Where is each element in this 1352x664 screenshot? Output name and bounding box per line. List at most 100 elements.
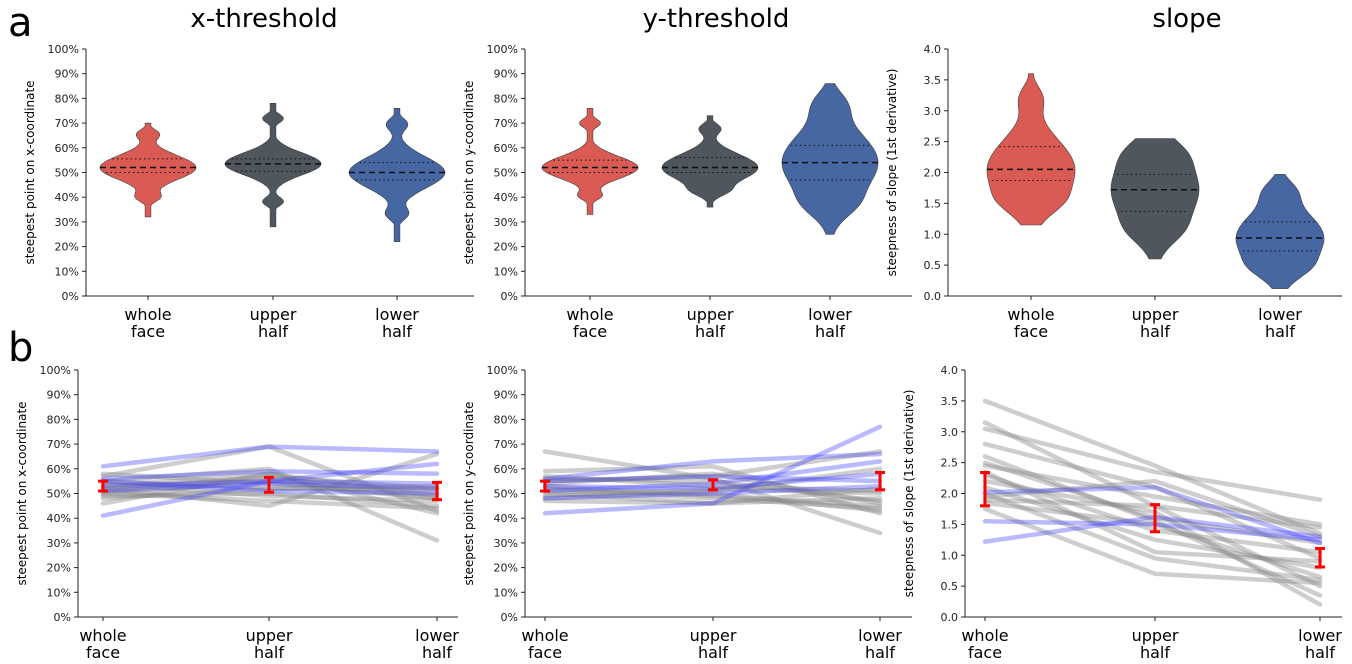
y-axis-label: steepness of slope (1st derivative) xyxy=(902,390,916,598)
x-tick-label-line: half xyxy=(258,322,288,341)
x-tick-label-line: half xyxy=(422,643,452,662)
y-tick-label: 100% xyxy=(487,364,518,377)
x-tick-label-line: upper xyxy=(687,305,734,324)
y-tick-label: 0.5 xyxy=(941,580,959,593)
violin-body xyxy=(1235,174,1325,289)
y-tick-label: 40% xyxy=(494,512,518,525)
y-tick-label: 10% xyxy=(494,265,518,278)
x-tick-label: upper half xyxy=(1132,626,1179,662)
subject-line-blue xyxy=(542,424,883,516)
x-tick-label-line: upper xyxy=(250,305,297,324)
x-tick-label-line: whole xyxy=(566,305,613,324)
y-axis-label: steepest point on y-coordinate xyxy=(462,402,476,586)
y-tick-label: 20% xyxy=(494,562,518,575)
y-tick-label: 50% xyxy=(494,488,518,501)
y-tick-label: 0% xyxy=(54,611,71,624)
subject-line-blue xyxy=(542,473,883,484)
y-axis-label: steepest point on y-coordinate xyxy=(462,81,476,265)
x-tick-label-line: half xyxy=(698,643,728,662)
x-tick-label-line: lower xyxy=(858,626,902,645)
x-tick-label: lower half xyxy=(375,305,419,341)
y-tick-label: 60% xyxy=(55,142,79,155)
subject-line-gray xyxy=(982,491,1323,583)
subject-line-gray xyxy=(542,486,883,511)
y-tick-label: 4.0 xyxy=(941,364,959,377)
subject-line-gray xyxy=(982,463,1323,527)
x-tick-label: lower half xyxy=(1258,305,1302,341)
x-tick-label: whole face xyxy=(124,305,171,341)
chart-panel-b1: 0% 10% 20% 30% 40% 50% 60% 70% 80% 90% 100% steepes… xyxy=(15,364,459,662)
y-tick-label: 90% xyxy=(47,389,71,402)
x-tick-label-line: half xyxy=(1140,322,1170,341)
y-tick-label: 3.0 xyxy=(924,105,942,118)
y-tick-label: 10% xyxy=(47,586,71,599)
y-tick-label: 30% xyxy=(47,537,71,550)
subject-line-gray xyxy=(542,496,883,506)
x-tick-label: lower half xyxy=(415,626,459,662)
y-tick-label: 3.0 xyxy=(941,426,959,439)
x-tick-label: whole face xyxy=(961,626,1008,662)
y-tick-label: 80% xyxy=(47,413,71,426)
x-tick-label: lower half xyxy=(1298,626,1342,662)
y-tick-label: 50% xyxy=(55,167,79,180)
subject-line-gray xyxy=(982,398,1323,536)
x-tick-label: upper half xyxy=(246,626,293,662)
violin-body xyxy=(781,83,879,235)
subject-line-gray xyxy=(100,466,440,543)
y-tick-label: 100% xyxy=(40,364,71,377)
x-tick-label-line: half xyxy=(1305,643,1335,662)
subject-line-gray xyxy=(982,441,1323,561)
chart-panel-a3: 0.0 0.5 1.0 1.5 2.0 2.5 3.0 3.5 4.0 steepness of … xyxy=(885,43,1342,341)
panel-label-a: a xyxy=(8,0,33,46)
y-tick-label: 0.0 xyxy=(941,611,959,624)
x-tick-label-line: face xyxy=(1014,322,1048,341)
y-tick-label: 2.5 xyxy=(924,136,942,149)
column-title-x-threshold: x-threshold xyxy=(190,4,338,34)
x-tick-label: lower half xyxy=(808,305,852,341)
subject-line-blue xyxy=(982,485,1323,546)
y-tick-label: 0.0 xyxy=(924,290,942,303)
y-tick-label: 80% xyxy=(494,92,518,105)
x-tick-label-line: half xyxy=(695,322,725,341)
y-tick-label: 2.0 xyxy=(924,167,942,180)
subject-line-gray xyxy=(982,426,1323,502)
x-tick-label-line: face xyxy=(968,643,1002,662)
subject-line-gray xyxy=(542,471,883,506)
y-tick-label: 10% xyxy=(494,586,518,599)
chart-panel-b2: 0% 10% 20% 30% 40% 50% 60% 70% 80% 90% 100% steepes… xyxy=(462,364,912,662)
x-tick-label-line: whole xyxy=(79,626,126,645)
violin-body xyxy=(1110,138,1200,260)
x-tick-label-line: face xyxy=(86,643,120,662)
y-tick-label: 90% xyxy=(494,68,518,81)
x-tick-label-line: whole xyxy=(961,626,1008,645)
chart-panel-b3: 0.0 0.5 1.0 1.5 2.0 2.5 3.0 3.5 4.0 steepness of … xyxy=(902,364,1342,662)
y-tick-label: 3.5 xyxy=(924,74,942,87)
y-tick-label: 100% xyxy=(48,43,79,56)
y-tick-label: 80% xyxy=(494,413,518,426)
y-axis-label: steepest point on x-coordinate xyxy=(15,401,29,585)
violin-body xyxy=(541,108,639,215)
y-tick-label: 60% xyxy=(494,463,518,476)
y-tick-label: 4.0 xyxy=(924,43,942,56)
subject-line-gray xyxy=(982,469,1323,564)
subject-line-gray xyxy=(100,491,440,511)
y-tick-label: 40% xyxy=(494,191,518,204)
y-tick-label: 3.5 xyxy=(941,395,959,408)
violin-body xyxy=(99,122,197,218)
y-tick-label: 0% xyxy=(501,611,518,624)
y-tick-label: 20% xyxy=(47,562,71,575)
chart-panel-a1: 0% 10% 20% 30% 40% 50% 60% 70% 80% 90% 100% steepes… xyxy=(23,43,474,341)
y-tick-label: 90% xyxy=(55,68,79,81)
subject-line-gray xyxy=(982,506,1323,586)
subject-line-blue xyxy=(100,444,440,469)
x-tick-label-line: lower xyxy=(808,305,852,324)
x-tick-label: lower half xyxy=(858,626,902,662)
y-tick-label: 100% xyxy=(487,43,518,56)
x-tick-label: whole face xyxy=(566,305,613,341)
y-tick-label: 2.5 xyxy=(941,457,959,470)
panel-label-b: b xyxy=(8,325,34,371)
y-tick-label: 70% xyxy=(494,117,518,130)
x-tick-label-line: lower xyxy=(1298,626,1342,645)
y-tick-label: 1.5 xyxy=(924,197,942,210)
y-tick-label: 0% xyxy=(62,290,79,303)
